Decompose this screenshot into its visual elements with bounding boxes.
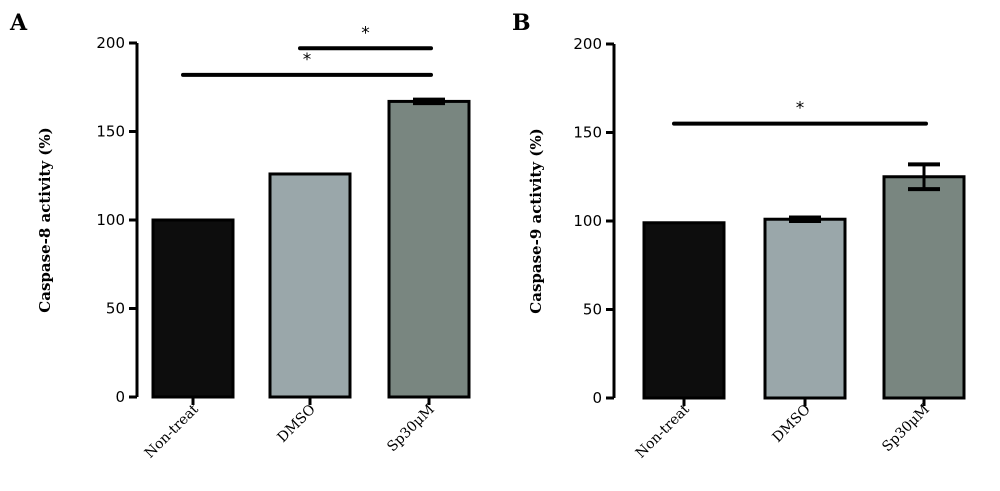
bar — [882, 175, 966, 400]
y-tick-label: 100 — [96, 211, 125, 229]
significance-marker: * — [361, 23, 370, 43]
y-tick-label: 200 — [573, 35, 602, 53]
y-axis-label: Caspase-9 activity (%) — [527, 128, 545, 313]
significance-marker: * — [796, 99, 805, 119]
category-label: Non-treat — [633, 401, 693, 461]
bar — [268, 172, 352, 399]
significance-marker: * — [303, 50, 312, 70]
y-tick-label: 0 — [592, 389, 602, 407]
bar — [763, 217, 847, 400]
panel-b: B 0 50 100 150 200 Caspase-9 activity (%) Non-t… — [512, 10, 966, 462]
panel-letter: A — [9, 10, 28, 36]
y-axis-label: Caspase-8 activity (%) — [36, 127, 54, 312]
y-tick-label: 150 — [573, 124, 602, 142]
bar — [387, 99, 471, 399]
y-tick-label: 100 — [573, 212, 602, 230]
category-label: Sp30μM — [879, 402, 933, 456]
y-tick-label: 150 — [96, 123, 125, 141]
bar — [642, 221, 726, 400]
panel-letter: B — [512, 10, 531, 36]
y-tick-label: 200 — [96, 34, 125, 52]
category-label: Non-treat — [142, 401, 202, 461]
category-label: Sp30μM — [384, 402, 438, 456]
y-tick-label: 50 — [583, 301, 602, 319]
category-label: DMSO — [770, 402, 814, 446]
y-tick-label: 0 — [115, 388, 125, 406]
bar — [151, 218, 235, 399]
y-tick-label: 50 — [106, 300, 125, 318]
category-label: DMSO — [275, 402, 319, 446]
panel-a: A 0 50 100 150 200 Caspase-8 activity (%) Non-t… — [9, 10, 471, 462]
